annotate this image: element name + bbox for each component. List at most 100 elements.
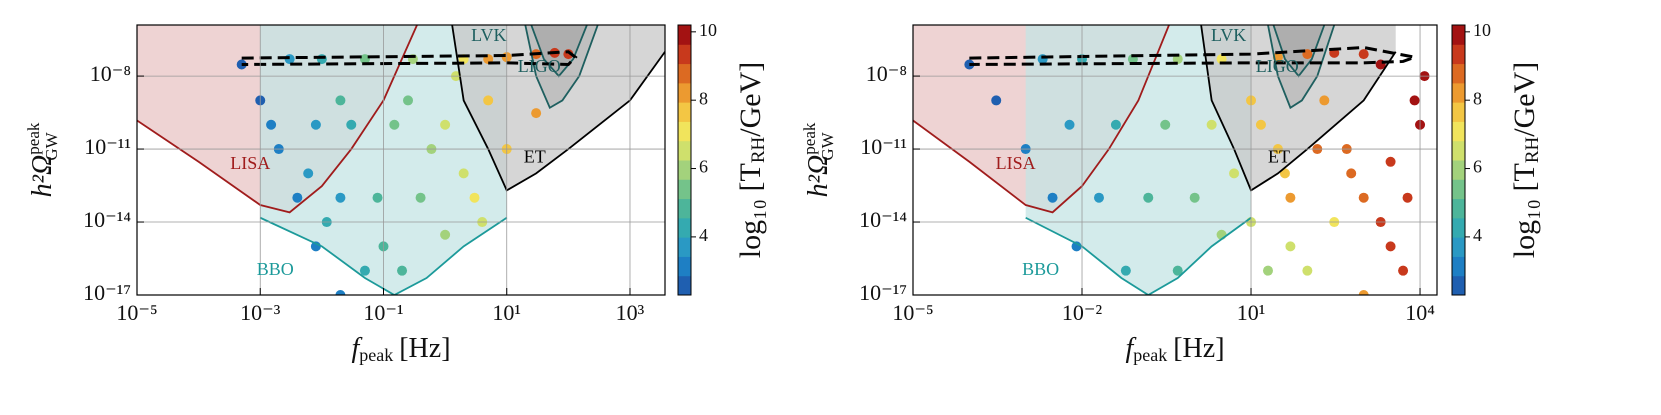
curve-label: LVK (1211, 25, 1246, 45)
scatter-point (1319, 95, 1330, 106)
colorbar-tick-label: 10 (699, 20, 717, 40)
x-tick-label: 10⁻¹ (363, 300, 403, 325)
sensitivity-curve (1267, 25, 1336, 110)
scatter-point (1285, 241, 1296, 252)
curve-label: LIGO (1256, 56, 1299, 76)
y-label-symbol: h²Ω (803, 155, 834, 198)
colorbar-segment (1452, 217, 1465, 238)
scatter-point (1229, 168, 1240, 179)
scatter-point (1160, 119, 1171, 130)
y-tick-label: 10⁻⁸ (866, 61, 907, 86)
sensitivity-curve (137, 25, 418, 214)
scatter-point (991, 95, 1002, 106)
scatter-point (1206, 119, 1217, 130)
colorbar-segment (678, 140, 691, 161)
scatter-point (303, 168, 314, 179)
panel: LISA BBO ET LIGO LVK 10⁻⁵ 10⁻³ 10⁻¹ 10¹ 10³ 10⁻¹⁷ 1… (24, 20, 769, 365)
colorbar-segment (1452, 25, 1465, 45)
x-tick-label: 10¹ (492, 300, 521, 325)
scatter-point (415, 192, 426, 203)
colorbar-label: log₁₀ [TRH/GeV] (734, 62, 769, 258)
scatter-point (1409, 95, 1420, 106)
scatter-point (310, 119, 321, 130)
scatter-point (1110, 119, 1121, 130)
scatter-point (266, 119, 277, 130)
scatter-point (389, 119, 400, 130)
colorbar-segment (1452, 44, 1465, 65)
scatter-point (1172, 265, 1183, 276)
sensitivity-curve (524, 25, 599, 110)
curve-label: LIGO (518, 56, 561, 76)
y-label-sup: peak (800, 122, 819, 155)
colorbar-tick-label: 4 (1473, 225, 1482, 245)
x-tick-label: 10⁻² (1062, 300, 1103, 325)
x-label-symbol: f (351, 333, 362, 364)
colorbar-tick-label: 8 (699, 88, 708, 108)
colorbar-segment (678, 102, 691, 122)
scatter-point (1398, 265, 1409, 276)
x-tick-label: 10⁻⁵ (116, 300, 157, 325)
scatter-point (1262, 265, 1273, 276)
sensitivity-curve (913, 25, 1170, 214)
sensitivity-curve (259, 216, 508, 295)
scatter-point (1358, 49, 1369, 60)
scatter-point (335, 290, 346, 295)
colorbar-segment (1452, 63, 1465, 84)
y-tick-label: 10⁻¹⁴ (859, 207, 907, 232)
colorbar-segment (1452, 198, 1465, 219)
scatter-point (292, 192, 303, 203)
y-tick-label: 10⁻¹¹ (860, 134, 907, 159)
scatter-point (440, 229, 451, 240)
scatter-point (483, 95, 494, 106)
colorbar-segment (678, 275, 691, 296)
colorbar-segment (1452, 275, 1465, 296)
scatter-point (1358, 192, 1369, 203)
colorbar-tick-label: 6 (699, 157, 708, 177)
scatter-point (335, 192, 346, 203)
colorbar-segment (678, 237, 691, 257)
colorbar-segment (1452, 140, 1465, 161)
y-label-sup: peak (24, 122, 43, 155)
curve-label: BBO (1022, 259, 1059, 279)
colorbar-segment (678, 63, 691, 84)
scatter-point (1385, 241, 1396, 252)
sensitivity-curve (1200, 25, 1397, 192)
scatter-point (1143, 192, 1154, 203)
colorbar-segment (678, 179, 691, 200)
x-label-symbol: f (1125, 333, 1136, 364)
x-label-sub: peak (1133, 345, 1167, 365)
colorbar-label: log₁₀ [TRH/GeV] (1508, 62, 1543, 258)
colorbar-segment (1452, 102, 1465, 122)
plot-area (137, 25, 665, 295)
colorbar-segment (1452, 179, 1465, 200)
curve-label: ET (524, 147, 546, 167)
scatter-point (1385, 156, 1396, 167)
scatter-point (346, 119, 357, 130)
curve-label: LISA (230, 153, 270, 173)
colorbar-tick-label: 4 (699, 225, 708, 245)
y-label-symbol: h²Ω (27, 155, 58, 198)
scatter-point (1120, 265, 1131, 276)
curve-label: ET (1268, 147, 1290, 167)
scatter-point (1279, 168, 1290, 179)
scatter-point (1358, 290, 1369, 295)
x-tick-label: 10⁻⁵ (892, 300, 933, 325)
scatter-point (397, 265, 408, 276)
x-axis-label: fpeak [Hz] (1125, 333, 1224, 365)
y-label-sub: GW (42, 131, 61, 160)
scatter-point (403, 95, 414, 106)
x-tick-label: 10⁴ (1405, 300, 1435, 325)
x-axis-label: fpeak [Hz] (351, 333, 450, 365)
scatter-point (1255, 119, 1266, 130)
colorbar-tick-label: 10 (1473, 20, 1491, 40)
plot-area (913, 25, 1430, 295)
colorbar-label-post: /GeV] (1508, 62, 1541, 137)
scatter-point (440, 119, 451, 130)
y-label-sub: GW (818, 131, 837, 160)
curve-label: BBO (257, 259, 294, 279)
colorbar-label-post: /GeV] (734, 62, 767, 137)
colorbar-segment (678, 217, 691, 238)
colorbar-frame (1451, 24, 1466, 296)
